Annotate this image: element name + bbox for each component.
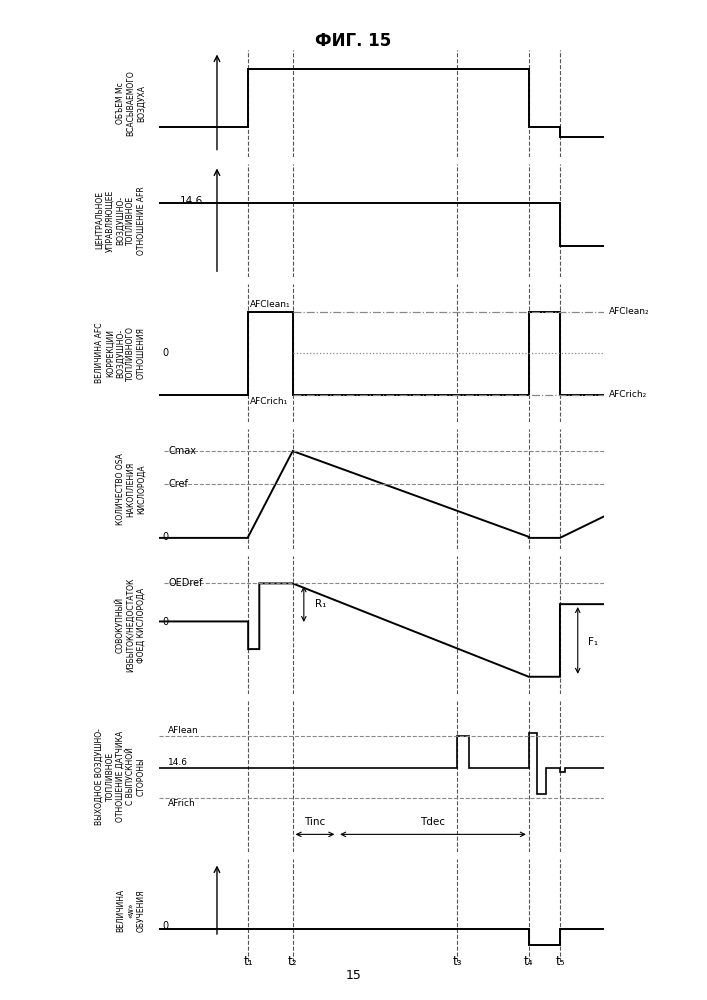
Text: 15: 15 — [346, 969, 361, 982]
Text: ФИГ. 15: ФИГ. 15 — [315, 32, 392, 50]
Text: Cmax: Cmax — [169, 446, 197, 456]
Text: Tinc: Tinc — [304, 817, 326, 827]
Text: ВЕЛИЧИНА AFC
КОРРЕКЦИИ
ВОЗДУШНО-
ТОПЛИВНОГО
ОТНОШЕНИЯ: ВЕЛИЧИНА AFC КОРРЕКЦИИ ВОЗДУШНО- ТОПЛИВН… — [95, 323, 146, 383]
Text: OEDref: OEDref — [169, 578, 204, 588]
Text: ВЕЛИЧИНА
«w»
ОБУЧЕНИЯ: ВЕЛИЧИНА «w» ОБУЧЕНИЯ — [116, 889, 146, 932]
Text: AFClean₂: AFClean₂ — [609, 307, 650, 316]
Text: AFClean₁: AFClean₁ — [250, 300, 291, 309]
Text: t₄: t₄ — [524, 955, 534, 968]
Text: 0: 0 — [163, 617, 169, 627]
Text: F₁: F₁ — [588, 637, 597, 647]
Text: 0: 0 — [163, 921, 169, 931]
Text: КОЛИЧЕСТВО OSA
НАКОПЛЕНИЯ
КИСЛОРОДА: КОЛИЧЕСТВО OSA НАКОПЛЕНИЯ КИСЛОРОДА — [116, 453, 146, 525]
Text: Tdec: Tdec — [421, 817, 445, 827]
Text: 0: 0 — [163, 532, 169, 542]
Text: AFlean: AFlean — [168, 726, 199, 735]
Text: t₁: t₁ — [243, 955, 253, 968]
Text: 0: 0 — [163, 348, 169, 358]
Text: Cref: Cref — [169, 479, 189, 489]
Text: t₃: t₃ — [452, 955, 462, 968]
Text: ЦЕНТРАЛЬНОЕ
УПРАВЛЯЮЩЕЕ
ВОЗДУШНО-
ТОПЛИВНОЕ
ОТНОШЕНИЕ AFR: ЦЕНТРАЛЬНОЕ УПРАВЛЯЮЩЕЕ ВОЗДУШНО- ТОПЛИВ… — [95, 186, 146, 255]
Text: AFCrich₂: AFCrich₂ — [609, 390, 647, 399]
Text: ВЫХОДНОЕ ВОЗДУШНО-
ТОПЛИВНОЕ
ОТНОШЕНИЕ ДАТЧИКА
С ВЫПУСКНОЙ
СТОРОНЫ: ВЫХОДНОЕ ВОЗДУШНО- ТОПЛИВНОЕ ОТНОШЕНИЕ Д… — [95, 728, 146, 825]
Text: AFrich: AFrich — [168, 799, 196, 808]
Text: 14.6: 14.6 — [168, 758, 188, 767]
Text: СОВОКУПНЫЙ
ИЗБЫТОК/НЕДОСТАТОК
ФОЕД КИСЛОРОДА: СОВОКУПНЫЙ ИЗБЫТОК/НЕДОСТАТОК ФОЕД КИСЛО… — [116, 578, 146, 672]
Text: 14.6: 14.6 — [180, 196, 203, 206]
Text: AFCrich₁: AFCrich₁ — [250, 397, 288, 406]
Text: R₁: R₁ — [315, 599, 327, 609]
Text: t₅: t₅ — [555, 955, 565, 968]
Text: ОБЪЕМ Mc
ВСАСЫВАЕМОГО
ВОЗДУХА: ОБЪЕМ Mc ВСАСЫВАЕМОГО ВОЗДУХА — [116, 71, 146, 136]
Text: t₂: t₂ — [288, 955, 298, 968]
